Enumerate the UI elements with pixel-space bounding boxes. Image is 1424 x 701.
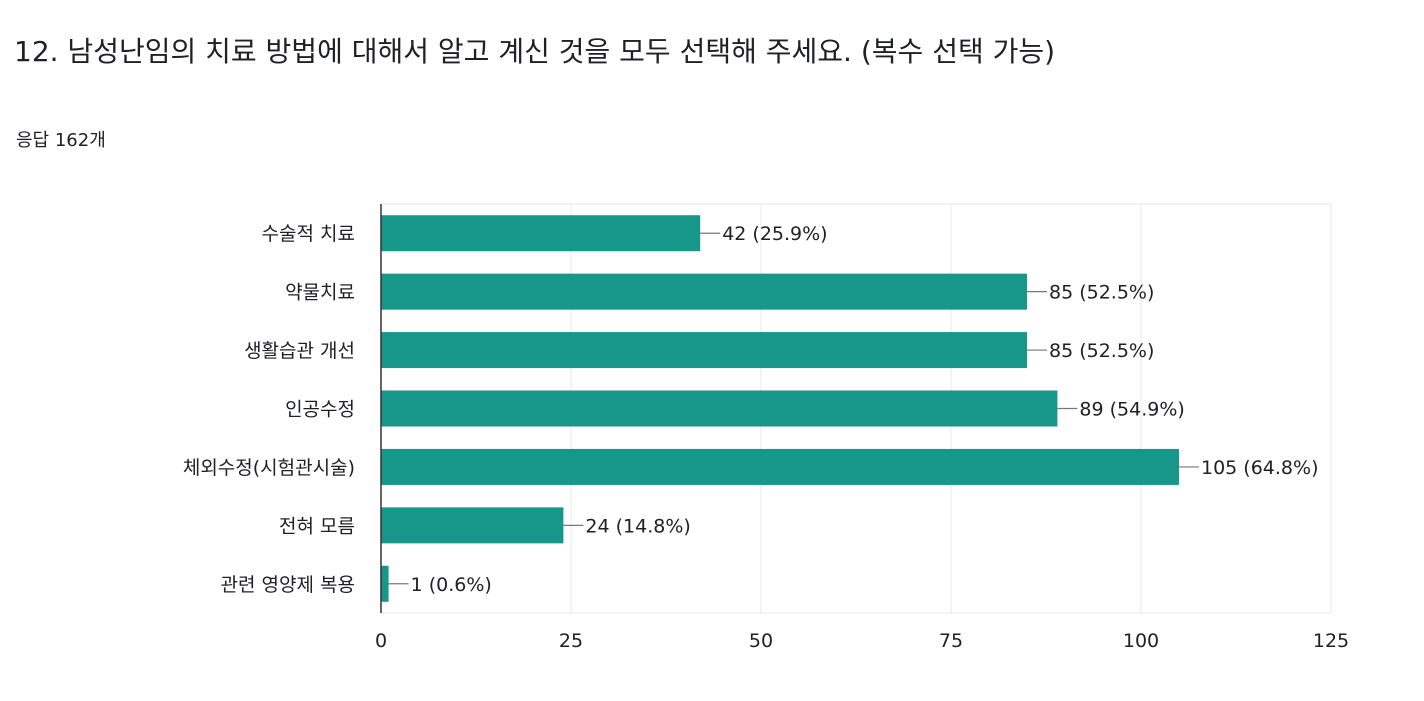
data-label: 85 (52.5%) [1049,340,1154,362]
data-label: 42 (25.9%) [722,223,827,245]
category-label: 전혀 모름 [279,515,355,537]
x-tick-label: 0 [375,630,387,652]
data-label: 105 (64.8%) [1201,457,1319,479]
category-label: 약물치료 [285,282,355,304]
x-tick-label: 100 [1123,630,1159,652]
category-label: 관련 영양제 복용 [221,574,355,596]
category-label: 인공수정 [285,399,355,421]
data-label: 85 (52.5%) [1049,282,1154,304]
data-label: 24 (14.8%) [585,515,690,537]
x-tick-label: 50 [749,630,773,652]
bar [381,565,389,602]
data-label: 1 (0.6%) [411,574,492,596]
bar [381,332,1027,369]
category-label: 생활습관 개선 [244,340,355,362]
bar [381,273,1027,310]
category-label: 체외수정(시험관시술) [183,457,355,479]
bar [381,215,701,252]
x-tick-label: 25 [559,630,583,652]
bar [381,448,1179,485]
x-tick-label: 75 [939,630,963,652]
x-tick-label: 125 [1313,630,1349,652]
response-count: 응답 162개 [16,130,106,151]
label-layer: 42 (25.9%) 수술적 치료 85 (52.5%) 약물치료 85 (52.5%)… [183,223,1319,596]
category-label: 수술적 치료 [262,223,355,245]
axis-layer: 0 25 50 75 100 125 [375,204,1349,652]
question-title: 12. 남성난임의 치료 방법에 대해서 알고 계신 것을 모두 선택해 주세요… [14,35,1056,68]
data-label: 89 (54.9%) [1079,399,1184,421]
bar-layer [381,215,1179,602]
bar [381,507,564,544]
bar [381,390,1058,427]
